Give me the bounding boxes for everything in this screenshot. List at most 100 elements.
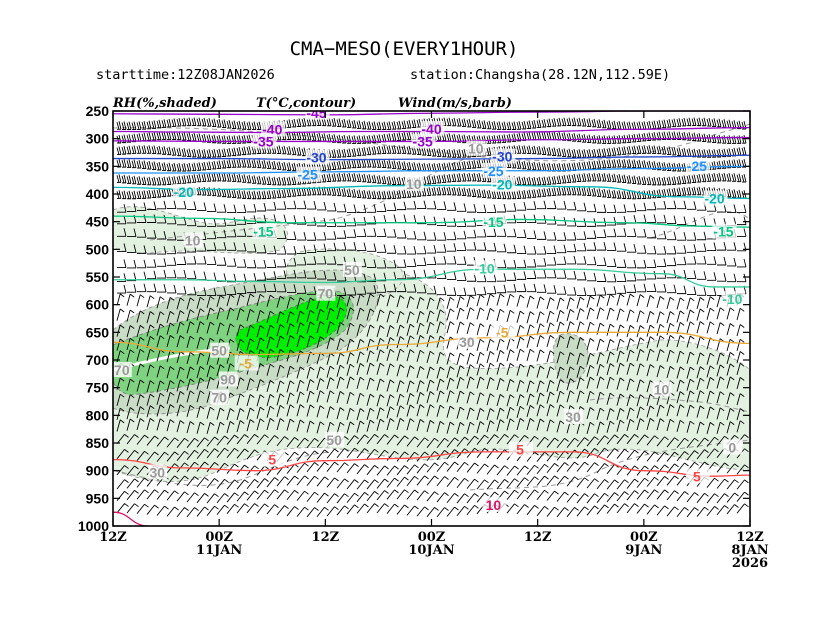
y-tick-label: 1000 [78, 518, 109, 534]
start-time-label: starttime:12Z08JAN2026 [96, 67, 275, 83]
rh-label-bg [564, 409, 584, 425]
x-tick-label: 12Z [524, 530, 552, 545]
rh-label: 50 [326, 432, 342, 448]
rh-label-bg [113, 362, 132, 378]
contour-label--25: -25 [298, 167, 318, 183]
rh-label-bg [183, 232, 203, 248]
rh-label: 10 [654, 381, 670, 397]
x-tick-label: 12Z [99, 530, 127, 545]
rh-contour-labels: 50 70 90 70 70 50 50 30 30 30 10 10 10 10 0 [113, 140, 743, 480]
x-tick-label: 8JAN [731, 543, 768, 558]
x-tick-label: 00Z [205, 530, 233, 545]
x-tick-label: 12Z [736, 530, 764, 545]
rh-label-bg [148, 464, 168, 480]
contour-label-10: 10 [486, 497, 502, 513]
rh-label: 30 [565, 409, 581, 425]
contour-label-bg [482, 497, 507, 513]
y-tick-label: 500 [86, 241, 110, 257]
contour-line--20 [113, 184, 750, 200]
x-tick-label: 12Z [312, 530, 340, 545]
contour-label--30: -30 [492, 148, 512, 164]
contour-label--40: -40 [262, 121, 282, 137]
contour-label-bg [491, 324, 516, 340]
contour-label-bg [234, 355, 259, 371]
y-axis: 2503003504004505005506006507007508008509… [78, 103, 750, 534]
contour-label--20: -20 [704, 191, 724, 207]
rh-label-bg [325, 431, 345, 447]
contour-label--5: -5 [496, 324, 509, 340]
contour-label-bg [172, 183, 197, 199]
rh-legend-label: RH(%,shaded) [112, 96, 217, 111]
contour-label-bg [685, 468, 710, 484]
contour-label--30: -30 [306, 150, 326, 166]
contour-label-5: 5 [693, 468, 701, 484]
rh-label: 70 [211, 390, 227, 406]
temperature-contour-labels: -45-40 -40-35 -35-30 -30-25 -25 -25-20 -20-20-… [172, 105, 746, 513]
contour-label--10: -10 [474, 260, 494, 276]
contour-label-bg [305, 111, 330, 120]
y-tick-label: 450 [86, 214, 110, 230]
contour-label-bg [411, 133, 436, 149]
rh-label: 90 [220, 371, 236, 387]
contour-label-bg [305, 149, 330, 165]
contour-label-bg [252, 133, 277, 149]
contour-label-bg [482, 213, 507, 229]
contour-label--5: -5 [239, 355, 252, 371]
rh-label-bg [466, 140, 486, 156]
contour-label-bg [261, 121, 286, 137]
y-tick-label: 400 [86, 186, 110, 202]
contour-label--35: -35 [413, 134, 433, 150]
rh-label: 10 [406, 176, 422, 192]
contour-label--25: -25 [687, 158, 707, 174]
rh-label-bg [723, 439, 743, 455]
y-tick-label: 350 [86, 158, 110, 174]
rh-label: 50 [211, 343, 227, 359]
contour-label--35: -35 [253, 134, 273, 150]
y-tick-label: 850 [86, 435, 110, 451]
x-tick-label: 9JAN [625, 543, 662, 558]
contour-label-bg [703, 190, 728, 206]
contour-label--10: -10 [722, 291, 742, 307]
temperature-legend-label: T(°C,contour) [256, 96, 356, 111]
contour-line-5 [113, 451, 750, 477]
contour-label-bg [420, 120, 445, 136]
y-tick-label: 300 [86, 131, 110, 147]
y-tick-label: 600 [86, 297, 110, 313]
contour-label-bg [296, 166, 321, 182]
y-tick-label: 650 [86, 324, 110, 340]
y-tick-label: 800 [86, 407, 110, 423]
rh-label-bg [652, 381, 672, 397]
x-tick-label: 10JAN [408, 543, 454, 558]
y-tick-label: 700 [86, 352, 110, 368]
contour-label-bg [473, 260, 498, 276]
rh-label: 30 [149, 464, 165, 480]
contour-label--15: -15 [253, 224, 273, 240]
wind-barbs [116, 117, 749, 518]
rh-label: 10 [185, 233, 201, 249]
rh-label: 70 [114, 362, 130, 378]
contour-line--25 [113, 165, 750, 174]
contour-line--30 [113, 154, 750, 161]
contour-line--10 [113, 268, 750, 288]
contour-label-bg [261, 451, 286, 467]
y-tick-label: 750 [86, 380, 110, 396]
rh-label-bg [316, 285, 336, 301]
contour-label--45: -45 [306, 105, 326, 121]
y-tick-label: 250 [86, 103, 110, 119]
contour-label--20: -20 [492, 177, 512, 193]
x-tick-label: 11JAN [196, 543, 242, 558]
contour-label-bg [721, 291, 746, 307]
contour-line--40 [113, 126, 750, 134]
y-tick-label: 550 [86, 269, 110, 285]
rh-label-bg [210, 389, 230, 405]
contour-label-bg [491, 176, 516, 192]
x-tick-label: 2026 [732, 556, 768, 571]
rh-label: 30 [459, 334, 475, 350]
contour-label-5: 5 [268, 452, 276, 468]
x-tick-label: 00Z [630, 530, 658, 545]
y-tick-label: 900 [86, 463, 110, 479]
rh-shade-30-50-upper [113, 206, 288, 254]
contour-label--15: -15 [483, 214, 503, 230]
contour-line--15 [113, 215, 750, 228]
rh-label-bg [457, 333, 477, 349]
